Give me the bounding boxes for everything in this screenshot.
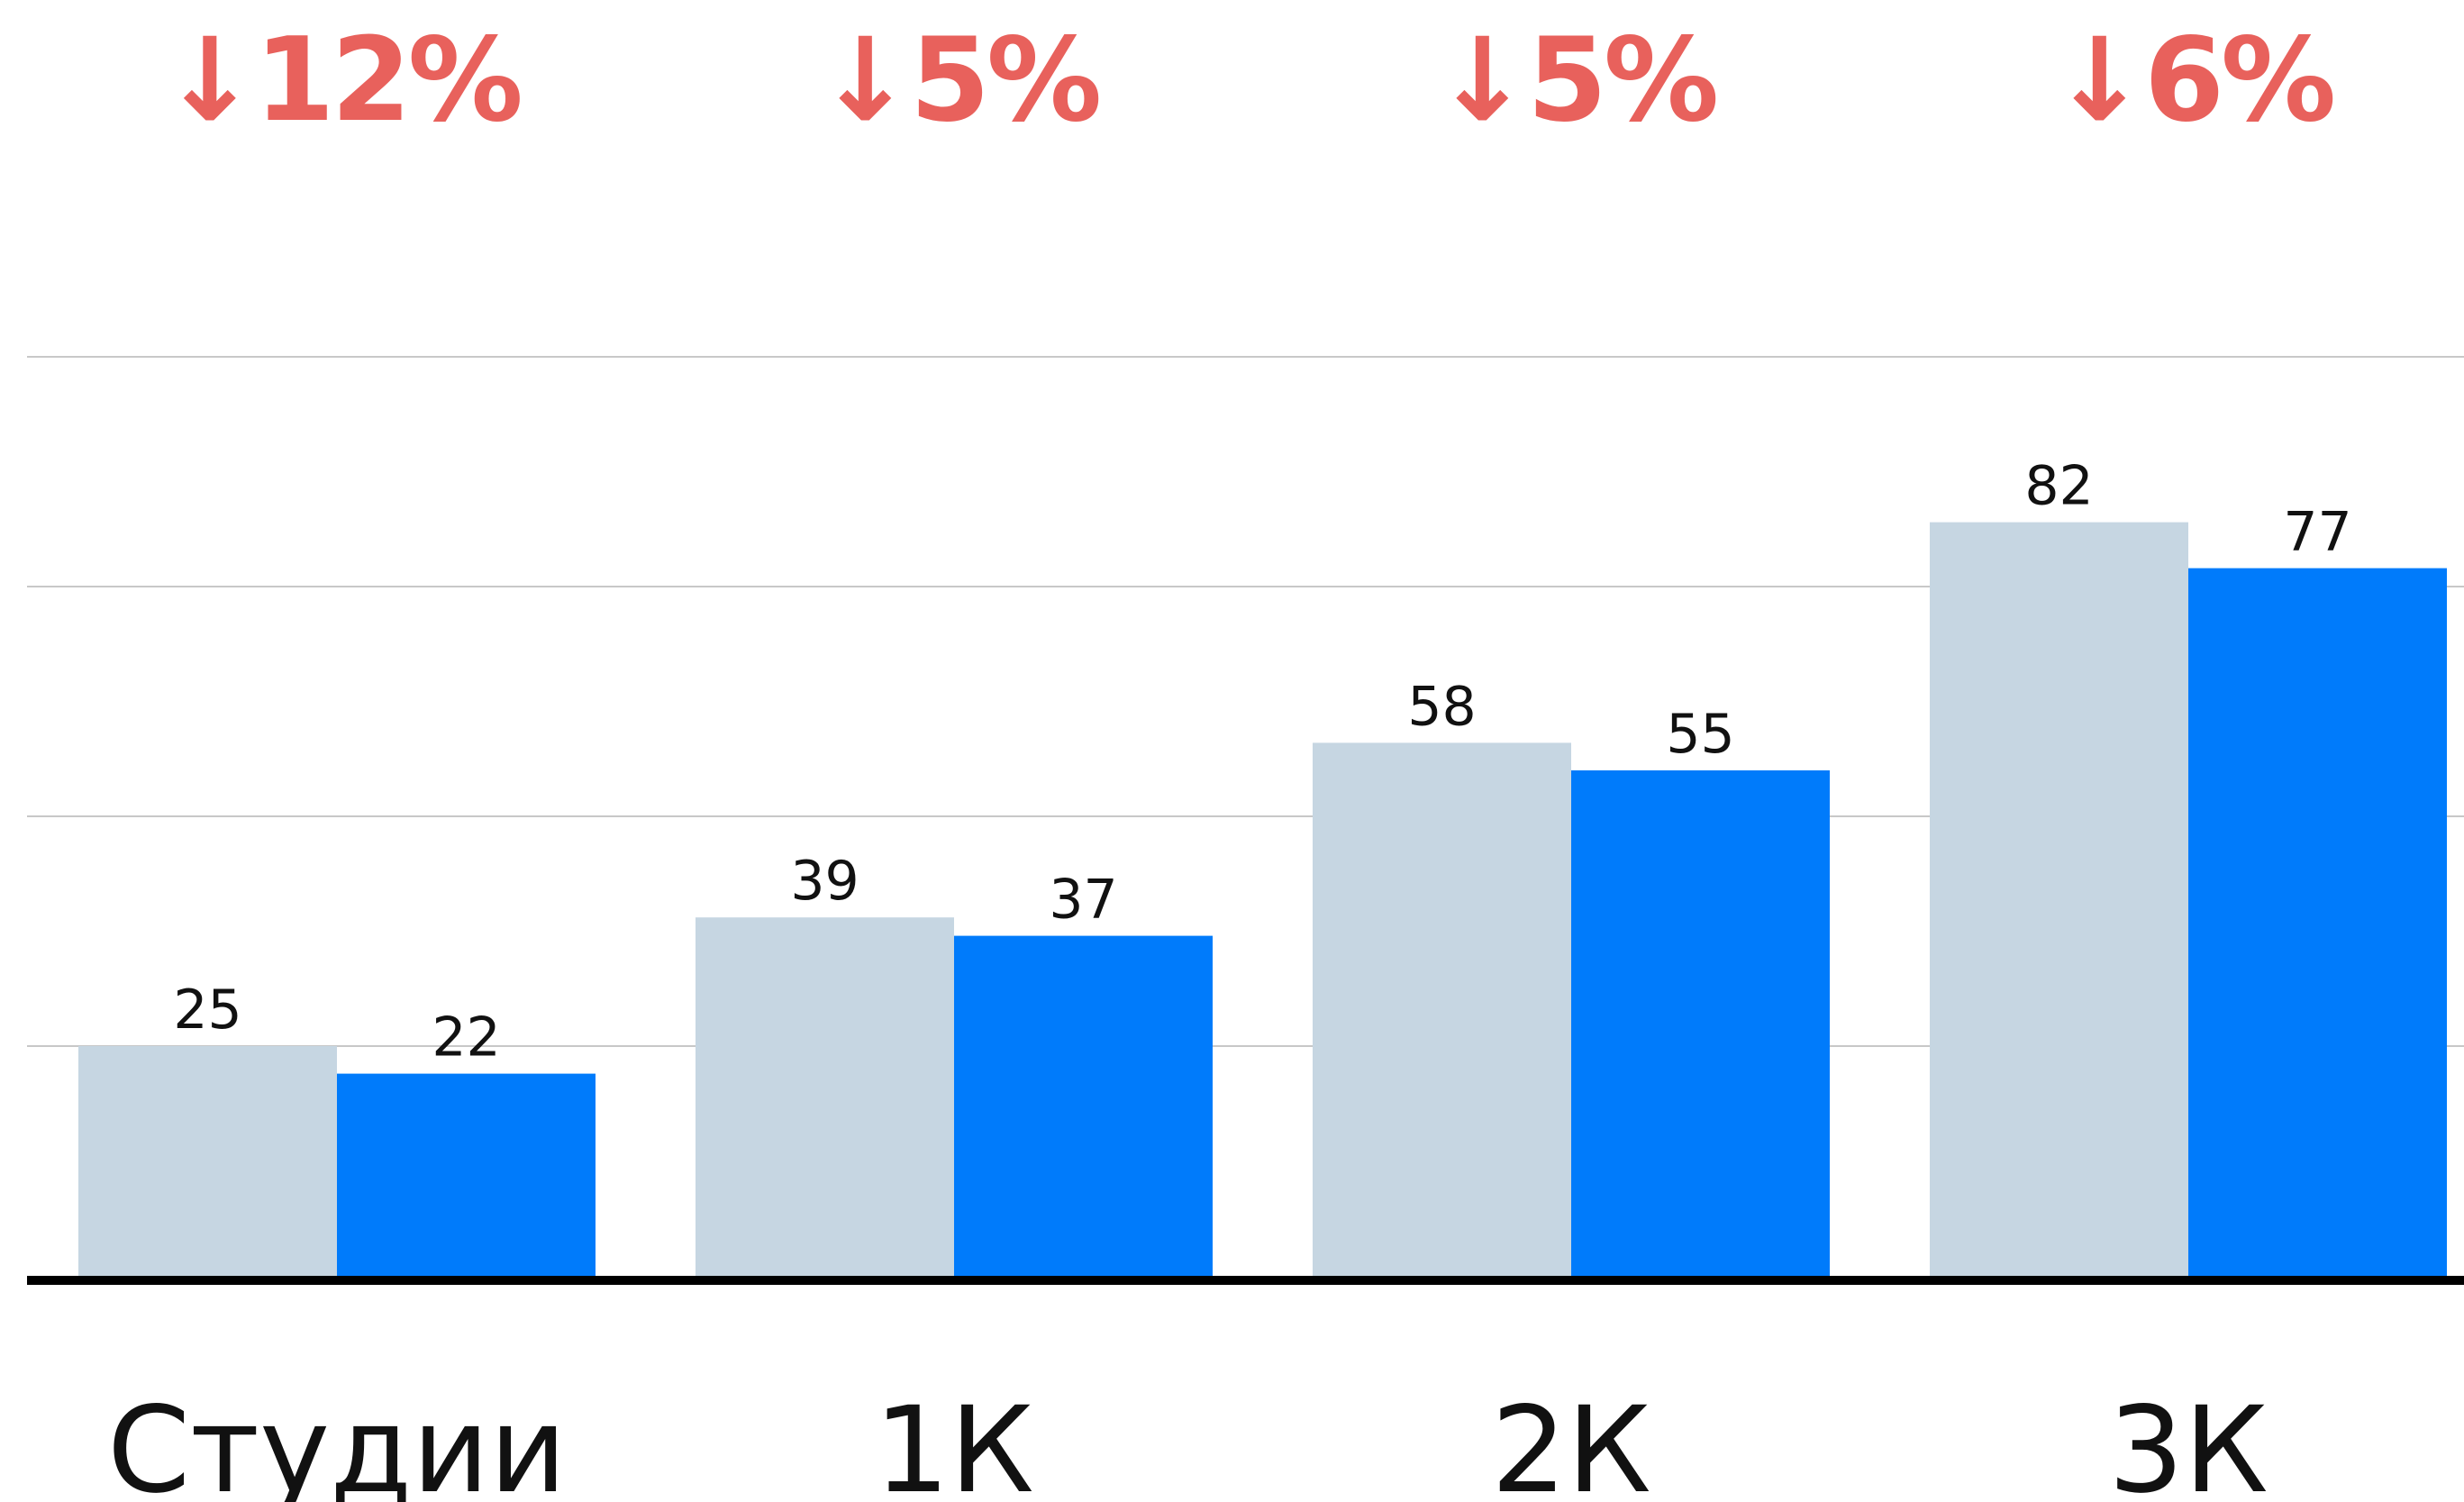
change-percent-label: ↓5%: [1434, 14, 1716, 148]
bar-series-1: [1571, 770, 1830, 1276]
bar-value-label: 82: [2024, 455, 2093, 518]
bar-series-0: [1930, 522, 2188, 1276]
change-percent-label: ↓6%: [2051, 14, 2333, 148]
bar-value-label: 22: [432, 1006, 500, 1070]
bar-value-label: 58: [1407, 675, 1476, 738]
category-label: 1К: [874, 1381, 1034, 1502]
category-label: 3К: [2108, 1381, 2269, 1502]
bar-series-0: [696, 917, 954, 1276]
change-labels: ↓12% ↓5% ↓5% ↓6%: [161, 14, 2337, 148]
bar-series-1: [337, 1073, 596, 1276]
category-labels: Студии 1К 2К 3К: [107, 1381, 2269, 1502]
change-percent-label: ↓5%: [817, 14, 1099, 148]
bar-series-0: [1313, 742, 1571, 1276]
bars: [78, 522, 2447, 1276]
category-label: Студии: [107, 1381, 567, 1502]
bar-value-label: 77: [2283, 501, 2351, 564]
bar-value-label: 25: [173, 979, 241, 1042]
bar-value-label: 55: [1666, 703, 1734, 766]
change-percent-label: ↓12%: [161, 14, 520, 148]
bar-series-1: [954, 935, 1213, 1276]
category-label: 2К: [1491, 1381, 1651, 1502]
bar-value-label: 37: [1049, 869, 1117, 932]
bar-series-0: [78, 1046, 337, 1276]
value-labels: 25 22 39 37 58 55 82 77: [173, 455, 2351, 1070]
bar-series-1: [2188, 568, 2447, 1276]
bar-value-label: 39: [790, 850, 859, 913]
